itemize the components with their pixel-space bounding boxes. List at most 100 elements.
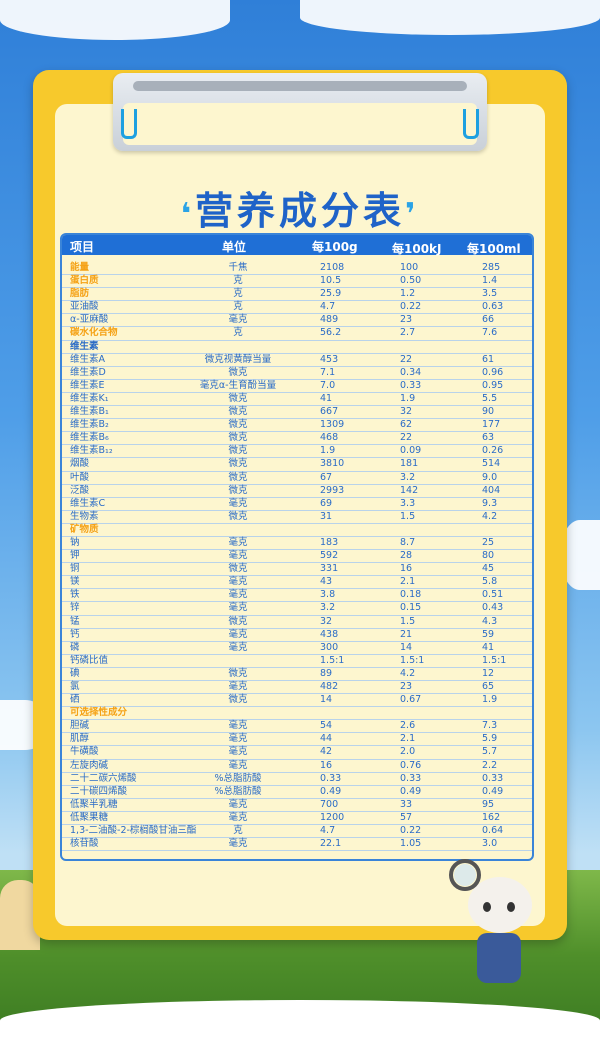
table-row: 钾毫克 592 28 80 — [62, 550, 532, 564]
nutrient-name: 磷 — [70, 641, 80, 653]
nutrient-name: 矿物质 — [70, 523, 99, 535]
per-100ml-value: 0.43 — [482, 602, 504, 614]
per-100kj-value: 3.3 — [400, 497, 416, 509]
nutrient-name: 硒 — [70, 694, 80, 706]
nutrient-name: 维生素C — [70, 497, 106, 509]
per-100ml-value: 404 — [482, 484, 501, 496]
table-row: 叶酸 微克 67 3.2 9.0 — [62, 472, 532, 485]
per-100kj-value: 32 — [400, 406, 413, 418]
nutrient-name: 钾 — [70, 550, 80, 562]
per-100ml-value: 1.9 — [482, 694, 498, 706]
clip-tab-left — [121, 109, 137, 139]
table-row: 维生素C 毫克 69 3.3 9.3 — [62, 498, 532, 511]
per-100ml-value: 5.5 — [482, 392, 498, 404]
per-100kj-value: 16 — [400, 563, 413, 575]
clip-tab-right — [463, 109, 479, 139]
per-100g-value: 31 — [320, 510, 333, 522]
per-100g-value: 25.9 — [320, 288, 342, 300]
table-row: 左旋肉碱 毫克 16 0.76 2.2 — [62, 760, 532, 773]
cloud — [300, 0, 600, 35]
per-100kj-value: 1.05 — [400, 838, 422, 850]
nutrient-name: 钠 — [70, 536, 80, 548]
table-row: 能量 千焦 2108 100 285 — [62, 262, 532, 276]
nutrient-name: 氯 — [70, 681, 80, 692]
per-100ml-value: 5.9 — [482, 733, 498, 745]
per-100g-value: 0.49 — [320, 785, 342, 797]
table-row: 维生素B₆ 微克 468 22 63 — [62, 432, 532, 446]
per-100kj-value: 22 — [400, 353, 413, 365]
header-per-100kj: 每100kJ — [392, 242, 442, 256]
table-row: 维生素D 微克 7.1 0.34 0.96 — [62, 367, 532, 380]
per-100kj-value: 4.2 — [400, 667, 416, 679]
per-100g-value: 2993 — [320, 484, 345, 496]
per-100kj-value: 0.18 — [400, 589, 422, 601]
nutrient-name: 1,3-二油酸-2-棕榈酸甘油三酯 — [70, 825, 197, 837]
per-100kj-value: 21 — [400, 628, 413, 640]
per-100g-value: 592 — [320, 550, 339, 562]
per-100g-value: 4.7 — [320, 825, 336, 837]
table-row: 肌醇 毫克 44 2.1 5.9 — [62, 733, 532, 747]
per-100kj-value: 14 — [400, 641, 413, 653]
per-100g-value: 54 — [320, 720, 333, 732]
per-100kj-value: 28 — [400, 550, 413, 562]
nutrient-name: 蛋白质 — [70, 275, 99, 287]
per-100g-value: 1309 — [320, 419, 345, 431]
nutrition-table: 项目 单位 每100g 每100kJ 每100ml 能量 千焦 2108 100 285… — [60, 233, 534, 861]
per-100ml-value: 66 — [482, 314, 495, 326]
per-100g-value: 3.2 — [320, 602, 336, 614]
per-100g-value: 183 — [320, 536, 339, 548]
per-100g-value: 22.1 — [320, 838, 342, 850]
nutrient-name: 维生素B₁₂ — [70, 445, 113, 457]
nutrient-name: 能量 — [70, 262, 90, 273]
per-100g-value: 1.5:1 — [320, 654, 345, 666]
page-title-wrap: ❛营养成分表❜ — [0, 180, 600, 235]
per-100g-value: 468 — [320, 432, 339, 444]
table-row: 脂肪克 25.9 1.2 3.5 — [62, 288, 532, 302]
table-body: 能量 千焦 2108 100 285 蛋白质克 10.5 0.50 1.4 脂肪克 25.9 1.2 3… — [62, 262, 532, 852]
per-100ml-value: 90 — [482, 406, 495, 418]
per-100kj-value: 1.5 — [400, 615, 416, 627]
per-100ml-value: 5.7 — [482, 746, 498, 758]
table-row: 矿物质 — [62, 524, 532, 537]
table-row: 维生素 — [62, 341, 532, 354]
per-100kj-value: 0.33 — [400, 379, 422, 391]
table-row: 碳水化合物克 56.2 2.7 7.6 — [62, 327, 532, 341]
table-row: 锌毫克 3.2 0.15 0.43 — [62, 602, 532, 616]
per-100kj-value: 0.09 — [400, 445, 422, 457]
per-100g-value: 69 — [320, 497, 333, 509]
table-row: 硒微克 14 0.67 1.9 — [62, 694, 532, 708]
table-row: 生物素 微克 31 1.5 4.2 — [62, 511, 532, 524]
per-100kj-value: 8.7 — [400, 536, 416, 548]
nutrient-name: 铜 — [70, 563, 80, 575]
nutrient-name: 低聚果糖 — [70, 811, 109, 823]
clip-inner — [123, 103, 477, 145]
per-100g-value: 16 — [320, 759, 333, 771]
table-row: 碘微克 89 4.2 12 — [62, 668, 532, 681]
per-100ml-value: 61 — [482, 353, 495, 365]
table-row: 亚油酸克 4.7 0.22 0.63 — [62, 301, 532, 315]
page-title: 营养成分表 — [194, 189, 405, 233]
per-100g-value: 56.2 — [320, 327, 342, 339]
per-100g-value: 67 — [320, 471, 333, 483]
per-100g-value: 482 — [320, 681, 339, 692]
cloud — [0, 0, 230, 40]
per-100kj-value: 23 — [400, 681, 413, 692]
per-100ml-value: 2.2 — [482, 759, 498, 771]
table-row: 1,3-二油酸-2-棕榈酸甘油三酯克 4.7 0.22 0.64 — [62, 825, 532, 839]
per-100ml-value: 4.3 — [482, 615, 498, 627]
per-100kj-value: 0.76 — [400, 759, 422, 771]
per-100g-value: 1200 — [320, 811, 345, 823]
nutrient-name: 泛酸 — [70, 484, 90, 496]
nutrient-name: 碘 — [70, 667, 80, 679]
table-row: 磷毫克 300 14 41 — [62, 642, 532, 655]
per-100g-value: 89 — [320, 667, 333, 679]
table-header: 项目 单位 每100g 每100kJ 每100ml — [62, 235, 532, 256]
per-100ml-value: 7.6 — [482, 327, 498, 339]
per-100ml-value: 95 — [482, 798, 495, 810]
per-100ml-value: 285 — [482, 262, 501, 273]
table-row: 胆碱 毫克 54 2.6 7.3 — [62, 720, 532, 734]
per-100kj-value: 0.50 — [400, 275, 422, 287]
per-100ml-value: 9.0 — [482, 471, 498, 483]
nutrient-name: 二十碳四烯酸 — [70, 785, 128, 797]
nutrient-name: 维生素A — [70, 353, 105, 365]
